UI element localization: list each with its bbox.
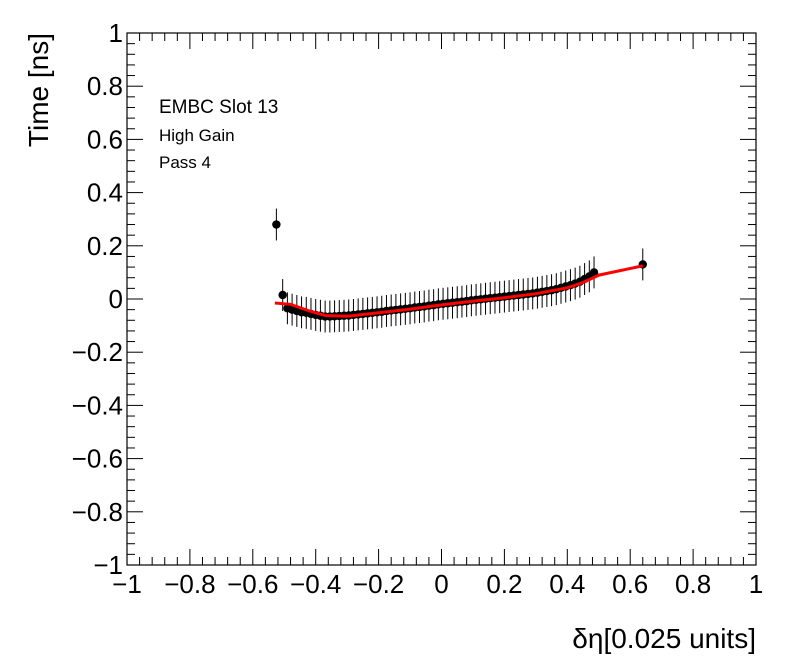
x-tick-label: 0.8 [675,569,711,599]
data-point [272,220,281,229]
x-tick-label: 0 [434,569,448,599]
axis-ticks [126,32,757,566]
x-axis-title: δη[0.025 units] [572,623,756,654]
y-tick-label: −0.4 [72,390,123,420]
y-tick-label: −0.2 [72,337,123,367]
y-tick-label: −0.6 [72,444,123,474]
data-point [278,290,287,300]
y-tick-label: 0.8 [87,71,123,101]
x-tick-label: 1 [749,569,763,599]
y-tick-label: 0.2 [87,231,123,261]
fit-line [274,264,644,318]
x-tick-label: −0.4 [290,569,341,599]
annotation-detector: EMBC Slot 13 [159,97,278,118]
x-tick-label: −0.8 [164,569,215,599]
x-tick-label: 0.6 [612,569,648,599]
fit-curve [274,264,644,318]
annotation-gain: High Gain [159,126,235,145]
x-tick-label: −1 [112,569,142,599]
y-tick-label: 0 [109,284,123,314]
y-axis-title: Time [ns] [23,33,54,147]
y-tick-label: 1 [109,18,123,48]
y-tick-labels: −1 −0.8 −0.6 −0.4 −0.2 0 0.2 0.4 0.6 0.8 1 [72,18,123,580]
y-tick-label: −1 [93,550,123,580]
x-tick-label: −0.6 [227,569,278,599]
y-tick-label: −0.8 [72,497,123,527]
y-tick-label: 0.6 [87,124,123,154]
x-tick-label: 0.4 [549,569,585,599]
data-point [589,268,599,277]
x-tick-labels: −1 −0.8 −0.6 −0.4 −0.2 0 0.2 0.4 0.6 0.8 1 [112,569,763,599]
x-tick-label: 0.2 [486,569,522,599]
x-tick-label: −0.2 [353,569,404,599]
y-tick-label: 0.4 [87,178,123,208]
annotation-pass: Pass 4 [159,153,211,172]
